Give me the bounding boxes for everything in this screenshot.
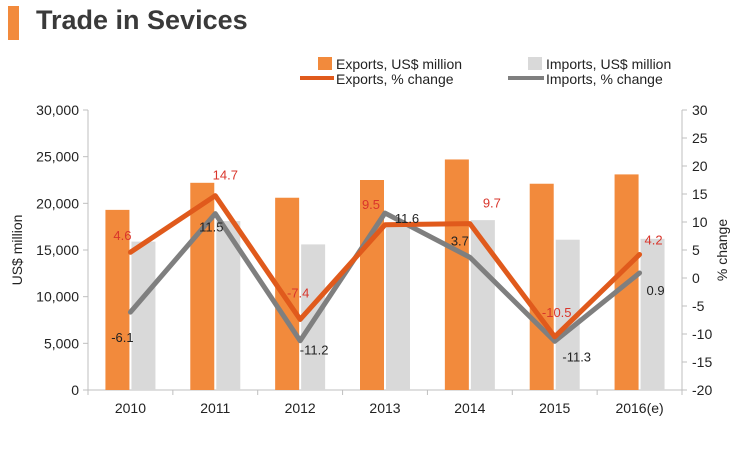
axes: 0 5,000 10,000 15,000 20,000 25,000 30,000 -20 -… xyxy=(9,102,730,416)
y-axis-title: US$ million xyxy=(9,215,25,286)
bar-imports xyxy=(386,226,410,390)
data-label-exports-change: 4.2 xyxy=(645,232,663,247)
legend-swatch-exports-bar xyxy=(318,57,332,70)
x-tick-label: 2010 xyxy=(115,400,146,416)
x-tick-label: 2015 xyxy=(539,400,570,416)
y-tick-label: 5,000 xyxy=(44,335,79,351)
x-tick-label: 2014 xyxy=(454,400,485,416)
y2-tick-label: -15 xyxy=(692,354,712,370)
y2-tick-label: -20 xyxy=(692,382,712,398)
bar-imports xyxy=(131,241,156,390)
data-label-imports-change: -11.3 xyxy=(562,349,591,364)
data-label-imports-change: 11.5 xyxy=(199,220,223,235)
x-tick-label: 2012 xyxy=(285,400,316,416)
legend: Exports, US$ million Imports, US$ millio… xyxy=(300,56,671,87)
x-tick-label: 2013 xyxy=(369,400,400,416)
bar-exports xyxy=(444,159,469,390)
legend-label-imports-bar: Imports, US$ million xyxy=(546,56,671,72)
legend-label-exports-line: Exports, % change xyxy=(336,71,454,87)
y2-tick-label: 0 xyxy=(692,270,700,286)
data-label-imports-change: 11.6 xyxy=(395,211,419,226)
bar-exports xyxy=(529,183,554,390)
bar-exports xyxy=(360,180,384,390)
y2-tick-label: 10 xyxy=(692,214,708,230)
y2-tick-label: 20 xyxy=(692,158,708,174)
y-tick-label: 25,000 xyxy=(36,149,79,165)
bar-exports xyxy=(190,182,215,390)
bar-exports xyxy=(275,197,300,390)
data-label-imports-change: 3.7 xyxy=(451,233,469,248)
title-accent-bar xyxy=(8,6,19,40)
y2-tick-label: 25 xyxy=(692,130,708,146)
data-label-imports-change: -6.1 xyxy=(111,330,133,345)
y2-tick-label: 15 xyxy=(692,186,708,202)
y2-tick-label: -10 xyxy=(692,326,712,342)
line-imports-change xyxy=(127,210,643,344)
legend-label-imports-line: Imports, % change xyxy=(546,71,663,87)
y-tick-label: 10,000 xyxy=(36,289,79,305)
y-tick-label: 30,000 xyxy=(36,102,79,118)
lines xyxy=(127,193,643,344)
data-label-exports-change: -10.5 xyxy=(542,305,572,320)
y2-tick-label: -5 xyxy=(692,298,705,314)
y-tick-label: 15,000 xyxy=(36,242,79,258)
data-label-exports-change: 9.7 xyxy=(483,196,501,211)
data-label-exports-change: 4.6 xyxy=(113,228,131,243)
x-tick-label: 2011 xyxy=(200,400,230,416)
data-label-imports-change: -11.2 xyxy=(300,343,329,358)
data-label-imports-change: 0.9 xyxy=(647,283,665,298)
y2-tick-label: 5 xyxy=(692,242,700,258)
x-tick-label: 2016(e) xyxy=(615,400,663,416)
legend-swatch-imports-bar xyxy=(528,57,542,70)
y2-tick-label: 30 xyxy=(692,102,708,118)
legend-label-exports-bar: Exports, US$ million xyxy=(336,56,462,72)
data-label-exports-change: 14.7 xyxy=(213,168,238,183)
line-exports-change xyxy=(127,193,643,340)
y2-axis-title: % change xyxy=(714,219,730,281)
bar-imports xyxy=(470,220,495,390)
data-label-exports-change: 9.5 xyxy=(362,197,380,212)
page-title: Trade in Sevices xyxy=(36,5,248,35)
data-labels: 4.6 14.7 -7.4 9.5 9.7 -10.5 4.2 -6.1 11.5 -11.2 11… xyxy=(111,168,664,365)
y-tick-label: 20,000 xyxy=(36,195,79,211)
y-tick-label: 0 xyxy=(71,382,79,398)
bar-imports xyxy=(640,238,665,390)
bar-exports xyxy=(105,209,130,390)
data-label-exports-change: -7.4 xyxy=(287,285,309,300)
